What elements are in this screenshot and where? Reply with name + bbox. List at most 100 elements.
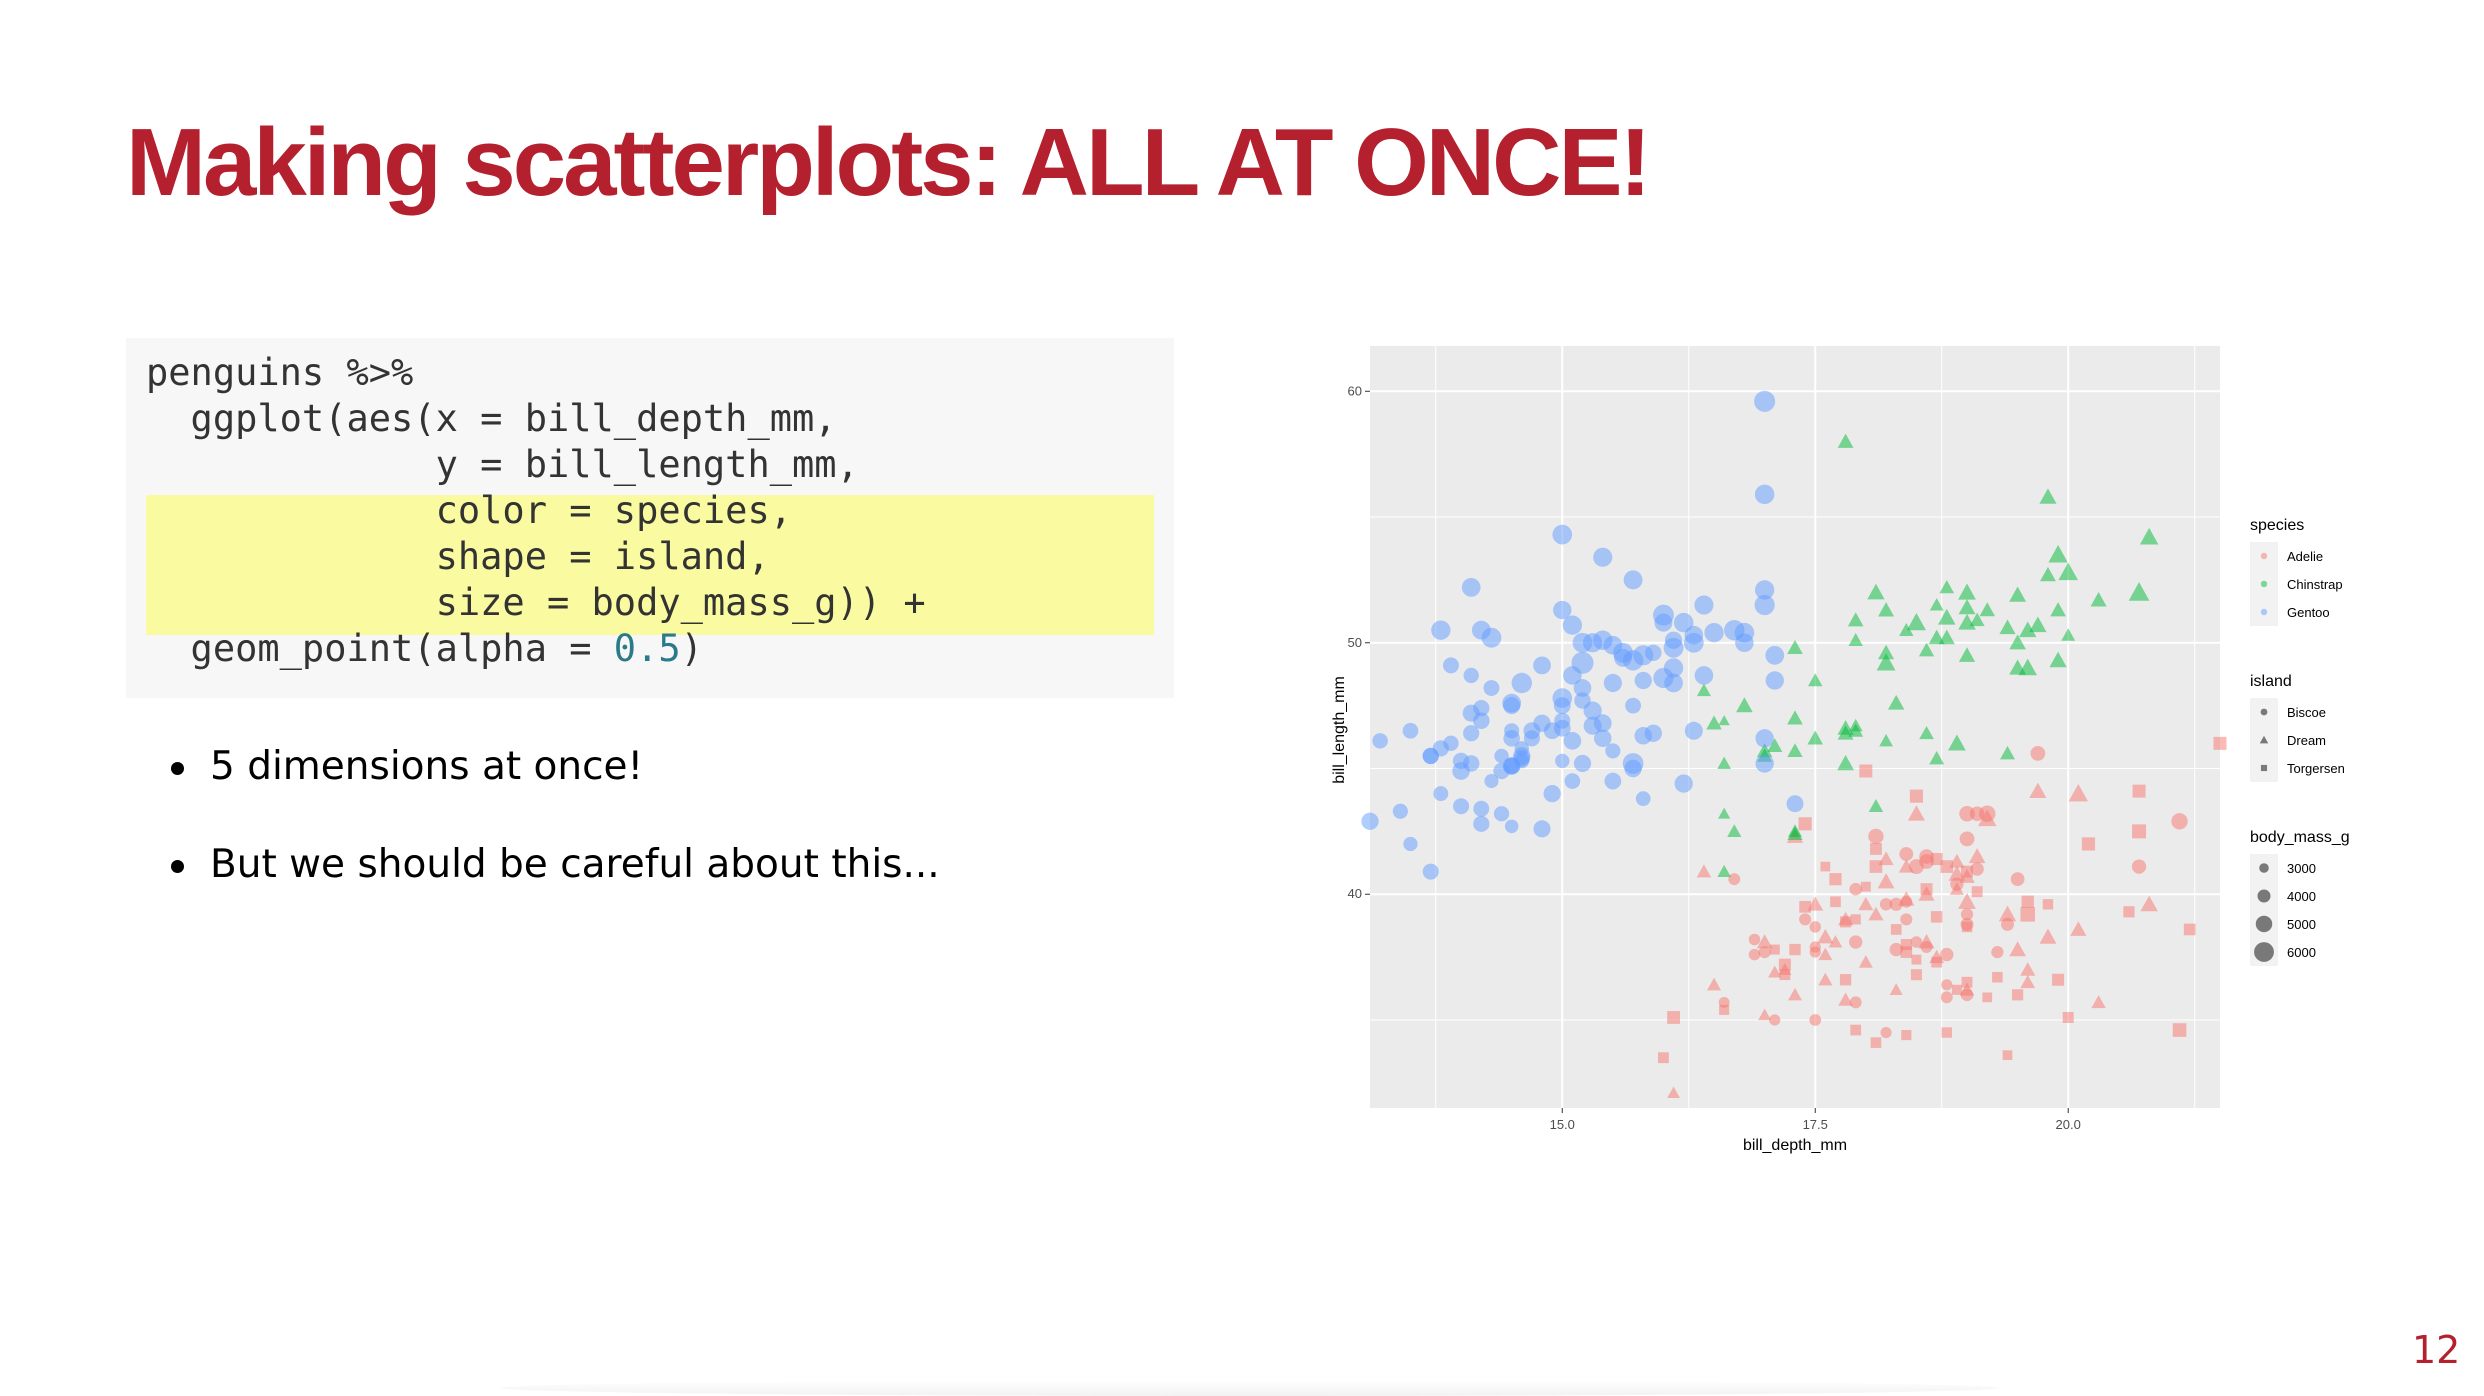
data-point [2050,602,2066,617]
data-point [1938,608,1956,625]
data-point [1949,882,1964,895]
code-line: y = bill_length_mm, [146,443,859,486]
data-point [2020,962,2036,976]
data-point [1919,725,1934,740]
data-point [1635,791,1651,807]
data-point [2052,973,2065,986]
data-point [1868,799,1884,812]
data-point [1900,939,1912,951]
data-point [1978,809,1997,827]
code-text: ) [680,627,703,670]
data-point [1958,599,1976,615]
x-axis-label: bill_depth_mm [1743,1137,1847,1154]
data-point [1787,824,1803,838]
data-point [1878,602,1895,617]
axes: 15.0 17.5 20.0 40 50 60 [1348,383,2081,1132]
data-point [1911,954,1922,965]
data-point [1563,731,1582,750]
data-point [2040,566,2056,582]
page-number: 12 [2412,1328,2461,1372]
data-point [1817,928,1834,944]
data-point [1718,807,1731,819]
legend-key [2255,915,2273,933]
data-point [1939,580,1955,594]
data-point [1593,547,1613,567]
data-point [2090,591,2107,607]
data-point [1552,524,1573,545]
data-point [1684,625,1704,645]
data-point [2018,658,2037,676]
data-point [1838,911,1854,926]
data-point [1940,991,1953,1004]
data-point [1960,908,1974,921]
data-point [1644,724,1662,742]
data-point [1799,900,1811,913]
data-point [1958,583,1976,600]
data-point [1898,891,1915,906]
data-point [2020,907,2035,922]
data-point [1807,896,1824,911]
y-tick-label: 60 [1348,383,1362,398]
data-point [1471,620,1491,640]
data-point [1787,710,1803,725]
legend-label: Gentoo [2287,605,2330,620]
data-point [1868,828,1884,845]
data-point [1808,673,1823,687]
data-point [1694,666,1714,685]
data-point [1593,729,1612,748]
bullet-list: 5 dimensions at once! But we should be c… [168,742,940,938]
data-point [1748,948,1761,961]
data-point [1958,613,1976,630]
data-point [1674,774,1693,793]
data-point [1593,714,1612,733]
data-point [1940,947,1954,962]
scatter-chart: 15.0 17.5 20.0 40 50 60 bill_depth_mm bill_le… [1331,346,2350,1154]
data-point [2172,1023,2187,1037]
data-point [1748,933,1761,946]
data-point [1849,996,1862,1009]
data-point [1483,680,1500,696]
data-point [1867,583,1885,600]
data-point [2039,928,2057,944]
data-point [1543,784,1561,803]
data-point [1717,864,1731,878]
y-axis-label: bill_length_mm [1331,676,1348,784]
data-point [1724,619,1745,641]
code-line: geom_point(alpha = 0.5) [146,626,703,672]
data-point [1433,786,1449,802]
data-point [1604,772,1622,790]
data-point [1870,843,1882,855]
data-point [1696,683,1711,697]
data-point [1901,1030,1912,1041]
data-point [1848,718,1863,732]
data-point [1809,921,1822,933]
data-point [1879,733,1893,747]
data-point [2131,859,2147,874]
legend-title: body_mass_g [2250,829,2350,846]
data-point [1807,730,1824,745]
data-point [1767,738,1783,752]
data-point [1555,753,1570,769]
data-point [1849,882,1863,896]
data-point [1754,484,1775,505]
data-point [1718,996,1730,1008]
data-point [1787,743,1803,758]
data-point [1992,971,2003,983]
data-point [1473,815,1490,832]
data-point [1830,896,1841,908]
data-point [1443,735,1459,752]
legend-label: Biscoe [2287,705,2326,720]
data-point [1704,623,1724,643]
data-point [1958,647,1976,662]
code-line: color = species, [146,489,793,532]
data-point [2132,824,2147,839]
data-point [1960,917,1974,931]
x-tick-label: 15.0 [1550,1117,1575,1132]
code-line: size = body_mass_g)) + [146,581,926,624]
data-point [1999,619,2016,635]
data-point [1900,913,1913,926]
data-point [1878,644,1895,660]
data-point [1828,935,1843,948]
data-point [1605,743,1621,759]
